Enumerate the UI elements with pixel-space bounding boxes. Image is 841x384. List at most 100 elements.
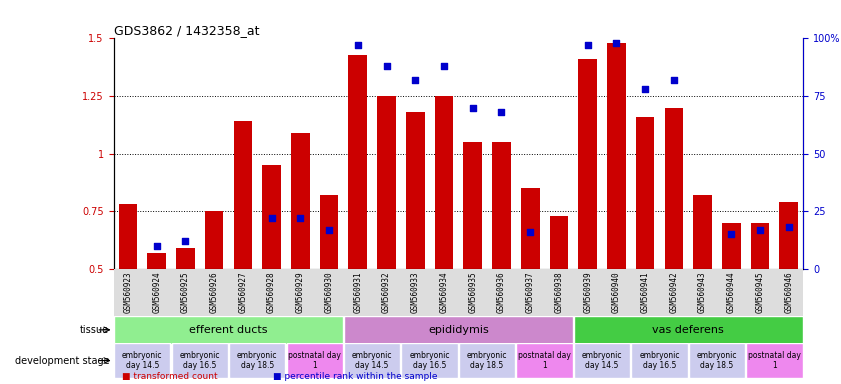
Text: embryonic
day 16.5: embryonic day 16.5	[179, 351, 220, 370]
Text: embryonic
day 14.5: embryonic day 14.5	[582, 351, 622, 370]
Bar	[636, 117, 654, 269]
Text: postnatal day
1: postnatal day 1	[748, 351, 801, 370]
Text: GSM560923: GSM560923	[124, 271, 132, 313]
Bar	[262, 165, 281, 269]
Text: development stage: development stage	[14, 356, 109, 366]
Bar	[114, 343, 171, 378]
Bar	[521, 188, 540, 269]
Text: GSM560939: GSM560939	[583, 271, 592, 313]
Point	[667, 77, 680, 83]
Text: GSM560927: GSM560927	[238, 271, 247, 313]
Bar	[377, 96, 396, 269]
Bar	[344, 343, 400, 378]
Bar	[320, 195, 338, 269]
Bar	[287, 343, 343, 378]
Text: GSM560940: GSM560940	[612, 271, 621, 313]
Text: GSM560925: GSM560925	[181, 271, 190, 313]
Bar	[114, 316, 343, 344]
Bar	[579, 59, 597, 269]
Text: vas deferens: vas deferens	[653, 325, 724, 335]
Text: GSM560924: GSM560924	[152, 271, 161, 313]
Bar	[435, 96, 453, 269]
Text: postnatal day
1: postnatal day 1	[288, 351, 341, 370]
Text: tissue: tissue	[80, 325, 109, 335]
Point	[150, 243, 163, 249]
Bar	[549, 216, 569, 269]
Bar	[693, 195, 712, 269]
Text: GSM560926: GSM560926	[209, 271, 219, 313]
Text: GSM560936: GSM560936	[497, 271, 506, 313]
Bar	[463, 142, 482, 269]
Point	[265, 215, 278, 221]
Text: GSM560942: GSM560942	[669, 271, 679, 313]
Point	[178, 238, 192, 244]
Text: embryonic
day 14.5: embryonic day 14.5	[352, 351, 393, 370]
Point	[495, 109, 508, 115]
Text: GSM560935: GSM560935	[468, 271, 477, 313]
Bar	[348, 55, 368, 269]
Text: embryonic
day 16.5: embryonic day 16.5	[639, 351, 680, 370]
Bar	[780, 202, 798, 269]
Bar	[746, 343, 802, 378]
Text: GSM560946: GSM560946	[785, 271, 793, 313]
Text: GSM560945: GSM560945	[755, 271, 764, 313]
Point	[466, 104, 479, 111]
Bar	[119, 204, 137, 269]
Bar	[722, 223, 741, 269]
Bar	[234, 121, 252, 269]
Text: GDS3862 / 1432358_at: GDS3862 / 1432358_at	[114, 24, 259, 37]
Bar	[401, 343, 458, 378]
Bar	[689, 343, 745, 378]
Bar	[204, 211, 224, 269]
Bar	[229, 343, 285, 378]
Text: GSM560932: GSM560932	[382, 271, 391, 313]
Text: embryonic
day 16.5: embryonic day 16.5	[410, 351, 450, 370]
Bar	[492, 142, 510, 269]
Point	[523, 229, 537, 235]
Point	[380, 63, 394, 69]
Point	[638, 86, 652, 92]
Text: GSM560941: GSM560941	[641, 271, 649, 313]
Point	[581, 42, 595, 48]
Text: embryonic
day 14.5: embryonic day 14.5	[122, 351, 162, 370]
Bar	[176, 248, 195, 269]
Point	[322, 227, 336, 233]
Text: GSM560930: GSM560930	[325, 271, 334, 313]
Text: embryonic
day 18.5: embryonic day 18.5	[696, 351, 738, 370]
Text: postnatal day
1: postnatal day 1	[518, 351, 571, 370]
Bar	[574, 343, 630, 378]
Text: GSM560928: GSM560928	[267, 271, 276, 313]
Text: embryonic
day 18.5: embryonic day 18.5	[237, 351, 278, 370]
Bar	[607, 43, 626, 269]
Text: efferent ducts: efferent ducts	[189, 325, 267, 335]
Point	[754, 227, 767, 233]
Bar	[664, 108, 683, 269]
Point	[294, 215, 307, 221]
Text: GSM560938: GSM560938	[554, 271, 563, 313]
Bar	[172, 343, 228, 378]
Text: epididymis: epididymis	[428, 325, 489, 335]
Point	[437, 63, 451, 69]
Bar	[574, 316, 802, 344]
Text: ■ transformed count: ■ transformed count	[122, 372, 218, 381]
Text: GSM560937: GSM560937	[526, 271, 535, 313]
Point	[409, 77, 422, 83]
Bar	[632, 343, 688, 378]
Text: GSM560931: GSM560931	[353, 271, 362, 313]
Text: GSM560944: GSM560944	[727, 271, 736, 313]
Bar	[459, 343, 516, 378]
Text: ■ percentile rank within the sample: ■ percentile rank within the sample	[273, 372, 438, 381]
Bar	[147, 253, 166, 269]
Text: GSM560933: GSM560933	[410, 271, 420, 313]
Point	[351, 42, 364, 48]
Point	[782, 224, 796, 230]
Bar	[344, 316, 573, 344]
Text: embryonic
day 18.5: embryonic day 18.5	[467, 351, 507, 370]
Point	[610, 40, 623, 46]
Bar	[516, 343, 573, 378]
Text: GSM560929: GSM560929	[296, 271, 304, 313]
Bar	[406, 112, 425, 269]
Bar	[291, 133, 309, 269]
Text: GSM560934: GSM560934	[440, 271, 448, 313]
Point	[725, 231, 738, 237]
